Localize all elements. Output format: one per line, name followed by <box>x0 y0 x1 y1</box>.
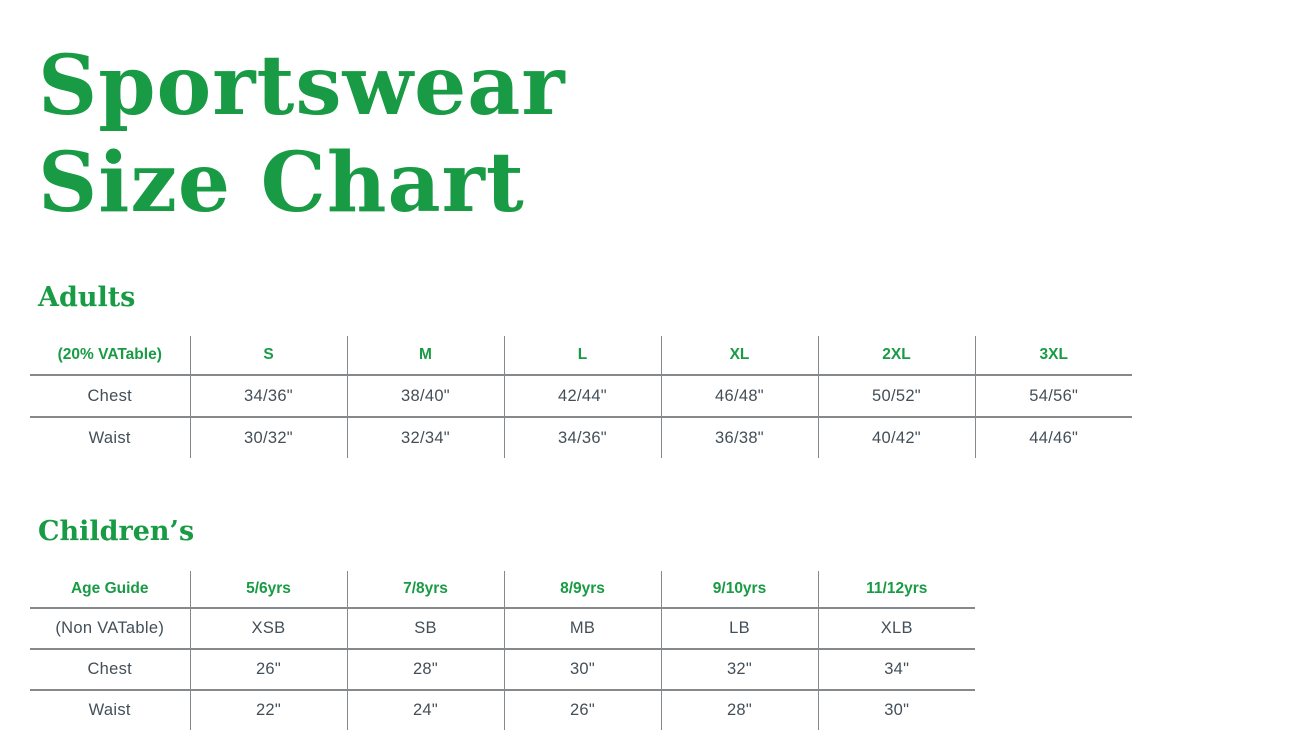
table-cell: 30/32" <box>190 416 348 459</box>
column-header-11-12yrs: 11/12yrs <box>866 580 928 598</box>
table-cell: 34/36" <box>190 374 348 418</box>
row-label-chest: Chest <box>30 374 191 418</box>
adults-section-heading: Adults <box>38 281 136 313</box>
adults-size-table: (20% VATable) S M L XL 2XL 3XL Chest 34/… <box>30 336 1132 459</box>
table-cell: 26" <box>504 689 662 731</box>
table-cell: 40/42" <box>818 416 976 459</box>
column-header-7-8yrs: 7/8yrs <box>347 571 505 609</box>
table-cell: 22" <box>190 689 348 731</box>
table-cell: 28" <box>661 689 819 731</box>
column-header-vatable: (20% VATable) <box>30 336 191 376</box>
table-cell: 50/52" <box>818 374 976 418</box>
table-cell: LB <box>661 607 819 650</box>
row-label-waist: Waist <box>30 689 191 731</box>
children-section-heading: Children’s <box>38 516 195 548</box>
page-title-line-1: Sportswear <box>38 38 566 134</box>
adults-table-head: (20% VATable) S M L XL 2XL 3XL <box>30 336 1132 376</box>
column-header-8-9yrs: 8/9yrs <box>504 571 662 609</box>
table-cell: 36/38" <box>661 416 819 459</box>
adults-table-body: Chest 34/36" 38/40" 42/44" 46/48" 50/52"… <box>30 374 1132 459</box>
column-header-age-guide: Age Guide <box>30 571 191 609</box>
page-title: Sportswear Size Chart <box>38 38 1312 232</box>
column-header-9-10yrs: 9/10yrs <box>661 571 819 609</box>
page-title-line-2: Size Chart <box>38 134 525 231</box>
row-label-non-vatable: (Non VATable) <box>30 607 191 650</box>
children-header-row: Age Guide 5/6yrs 7/8yrs 8/9yrs 9/10yrs 1… <box>30 571 975 609</box>
table-cell: 34/36" <box>504 416 662 459</box>
children-table-body: (Non VATable) XSB SB MB LB XLB Chest 26"… <box>30 607 975 731</box>
children-size-table: Age Guide 5/6yrs 7/8yrs 8/9yrs 9/10yrs 1… <box>30 571 975 731</box>
table-cell: SB <box>347 607 505 650</box>
row-label-waist: Waist <box>30 416 191 459</box>
table-cell: 32/34" <box>347 416 505 459</box>
column-header-5-6yrs: 5/6yrs <box>190 571 348 609</box>
column-header-3xl: 3XL <box>1039 346 1068 364</box>
column-header-m: M <box>347 336 505 376</box>
adults-header-row: (20% VATable) S M L XL 2XL 3XL <box>30 336 1132 376</box>
table-cell: MB <box>504 607 662 650</box>
adults-chest-row: Chest 34/36" 38/40" 42/44" 46/48" 50/52"… <box>30 374 1132 418</box>
children-waist-row: Waist 22" 24" 26" 28" 30" <box>30 689 975 731</box>
table-cell: 44/46" <box>975 416 1132 459</box>
column-header-xl: XL <box>661 336 819 376</box>
table-cell: 28" <box>347 648 505 691</box>
table-cell: 26" <box>190 648 348 691</box>
column-header-l: L <box>504 336 662 376</box>
children-sizecode-row: (Non VATable) XSB SB MB LB XLB <box>30 607 975 650</box>
children-table-head: Age Guide 5/6yrs 7/8yrs 8/9yrs 9/10yrs 1… <box>30 571 975 609</box>
table-cell: 30" <box>504 648 662 691</box>
table-cell: XSB <box>190 607 348 650</box>
column-header-2xl: 2XL <box>818 336 976 376</box>
row-label-chest: Chest <box>30 648 191 691</box>
table-cell: 46/48" <box>661 374 819 418</box>
table-cell: 42/44" <box>504 374 662 418</box>
table-cell: 38/40" <box>347 374 505 418</box>
column-header-s: S <box>190 336 348 376</box>
table-cell: XLB <box>818 607 975 650</box>
adults-waist-row: Waist 30/32" 32/34" 34/36" 36/38" 40/42"… <box>30 416 1132 459</box>
table-cell: 32" <box>661 648 819 691</box>
table-cell: 34" <box>818 648 975 691</box>
children-chest-row: Chest 26" 28" 30" 32" 34" <box>30 648 975 691</box>
table-cell: 30" <box>818 689 975 731</box>
table-cell: 54/56" <box>975 374 1132 418</box>
table-cell: 24" <box>347 689 505 731</box>
